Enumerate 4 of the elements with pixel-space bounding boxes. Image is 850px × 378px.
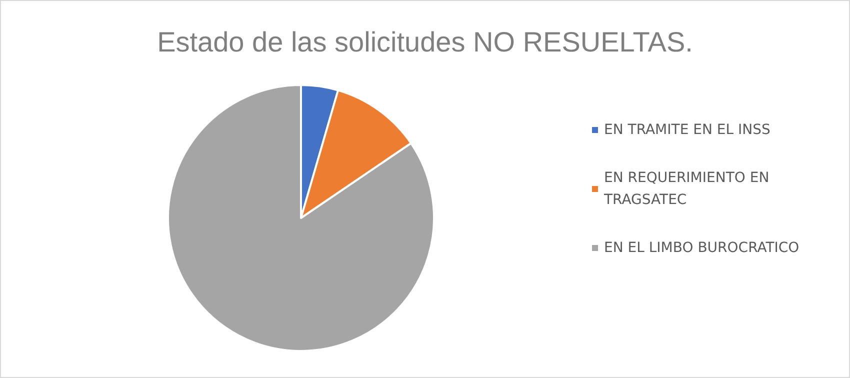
legend-label: EN TRAMITE EN EL INSS (604, 122, 770, 138)
chart-title: Estado de las solicitudes NO RESUELTAS. (157, 26, 693, 58)
legend-label: EN EL LIMBO BUROCRATICO (604, 240, 800, 256)
legend-label: EN REQUERIMIENTO EN TRAGSATEC (603, 170, 774, 208)
